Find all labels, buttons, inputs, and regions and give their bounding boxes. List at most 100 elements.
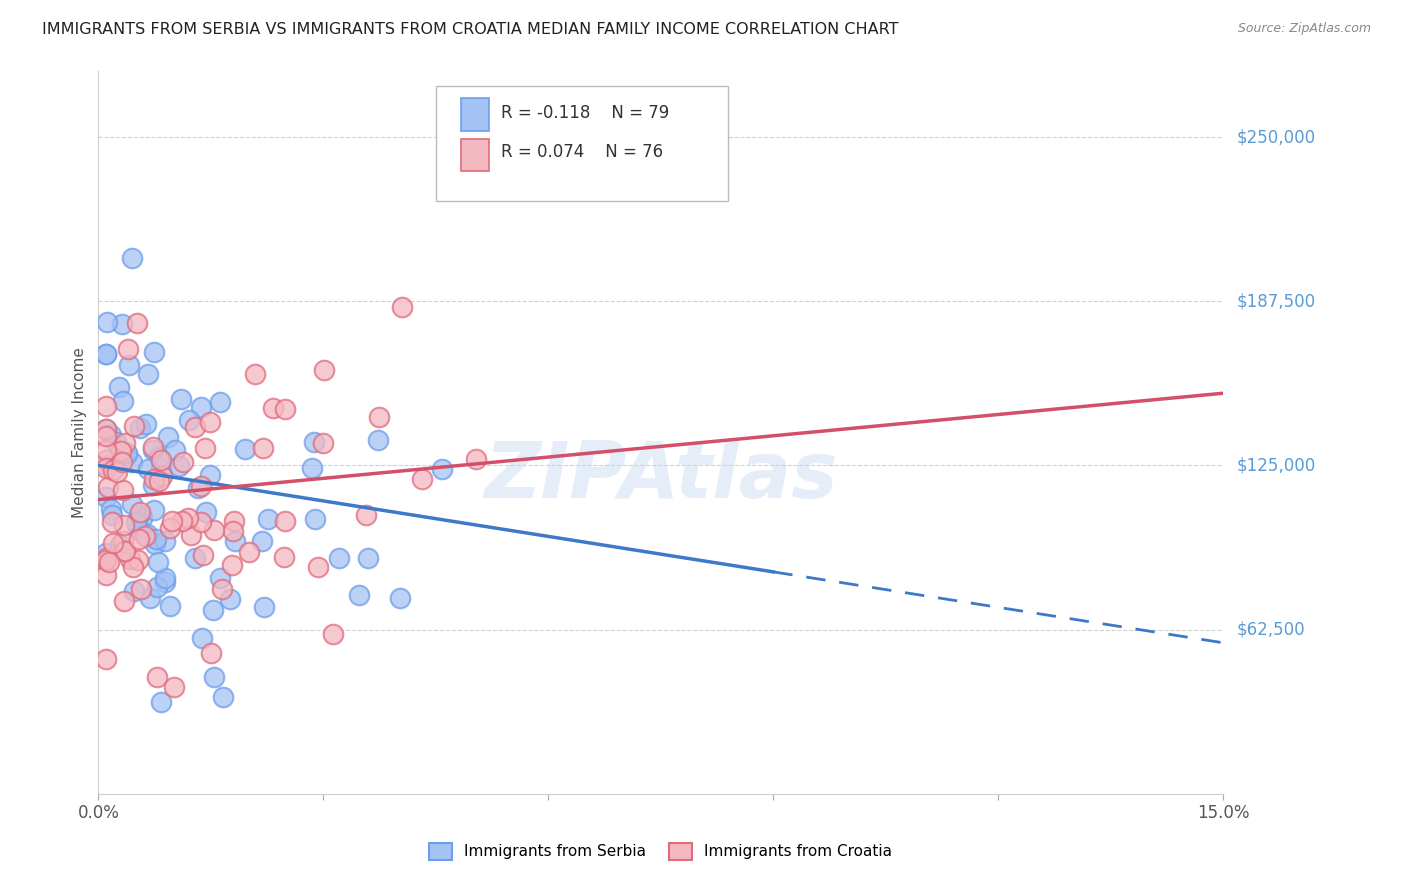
- Text: $125,000: $125,000: [1237, 457, 1316, 475]
- Point: [250, 533, 273, 548]
- Point: [152, 469, 174, 483]
- Point: [194, 442, 217, 456]
- Point: [94, 553, 117, 567]
- Point: [307, 560, 329, 574]
- Point: [94, 399, 117, 413]
- Point: [219, 592, 242, 607]
- Point: [121, 498, 143, 512]
- Point: [367, 410, 389, 425]
- Point: [177, 413, 200, 427]
- Point: [142, 503, 165, 517]
- Point: [129, 524, 152, 538]
- Point: [136, 462, 159, 476]
- Point: [142, 472, 165, 486]
- Point: [273, 550, 295, 565]
- Point: [194, 505, 217, 519]
- Point: [159, 599, 181, 613]
- Point: [465, 451, 488, 466]
- Point: [430, 462, 453, 476]
- Point: [163, 680, 186, 694]
- Point: [222, 514, 245, 528]
- Point: [190, 400, 212, 414]
- Point: [111, 483, 134, 497]
- Point: [202, 523, 225, 537]
- Point: [153, 533, 176, 548]
- Point: [172, 455, 194, 469]
- Point: [110, 443, 132, 458]
- Point: [127, 522, 149, 536]
- Point: [100, 508, 122, 523]
- Point: [100, 502, 122, 516]
- Point: [120, 552, 142, 566]
- Point: [114, 544, 136, 558]
- Point: [159, 521, 181, 535]
- Point: [127, 553, 149, 567]
- Point: [135, 417, 157, 431]
- Y-axis label: Median Family Income: Median Family Income: [72, 347, 87, 518]
- Point: [94, 429, 117, 443]
- Point: [94, 458, 117, 472]
- Point: [273, 514, 295, 528]
- Point: [180, 528, 202, 542]
- Point: [208, 571, 231, 585]
- Point: [202, 670, 225, 684]
- Point: [211, 582, 233, 596]
- Text: Source: ZipAtlas.com: Source: ZipAtlas.com: [1237, 22, 1371, 36]
- Point: [131, 510, 153, 524]
- Point: [108, 538, 131, 552]
- Point: [94, 461, 117, 475]
- Text: $187,500: $187,500: [1237, 293, 1316, 310]
- Point: [111, 317, 134, 331]
- Point: [128, 533, 150, 547]
- Point: [143, 344, 166, 359]
- Bar: [461, 98, 489, 130]
- Point: [238, 544, 260, 558]
- Point: [128, 508, 150, 522]
- Point: [150, 695, 173, 709]
- Point: [191, 548, 214, 562]
- Point: [163, 443, 186, 458]
- Point: [94, 443, 117, 458]
- Point: [111, 533, 134, 548]
- Point: [148, 554, 170, 568]
- Point: [190, 479, 212, 493]
- Point: [121, 455, 143, 469]
- Point: [117, 343, 139, 357]
- Point: [183, 420, 205, 434]
- Point: [110, 455, 132, 469]
- Point: [135, 527, 157, 541]
- Point: [117, 445, 139, 459]
- Point: [312, 363, 335, 377]
- Point: [111, 393, 134, 408]
- Point: [94, 546, 117, 560]
- Point: [191, 632, 214, 646]
- Point: [233, 442, 256, 457]
- Point: [131, 582, 153, 596]
- Point: [129, 506, 152, 520]
- Point: [122, 419, 145, 434]
- Point: [153, 574, 176, 589]
- Point: [198, 468, 221, 483]
- Point: [156, 430, 179, 444]
- Point: [125, 515, 148, 529]
- Point: [167, 459, 190, 474]
- Point: [115, 448, 138, 462]
- Point: [224, 534, 246, 549]
- Point: [94, 490, 117, 504]
- Point: [312, 435, 335, 450]
- Point: [94, 422, 117, 436]
- Point: [94, 422, 117, 436]
- Point: [356, 508, 378, 523]
- Point: [253, 599, 276, 614]
- Point: [155, 571, 177, 585]
- Point: [221, 558, 243, 572]
- Point: [94, 347, 117, 361]
- Point: [301, 461, 323, 475]
- Point: [149, 453, 172, 467]
- Bar: [461, 138, 489, 171]
- Point: [252, 442, 274, 456]
- Point: [101, 536, 124, 550]
- Point: [143, 537, 166, 551]
- Point: [190, 515, 212, 529]
- Point: [170, 392, 193, 406]
